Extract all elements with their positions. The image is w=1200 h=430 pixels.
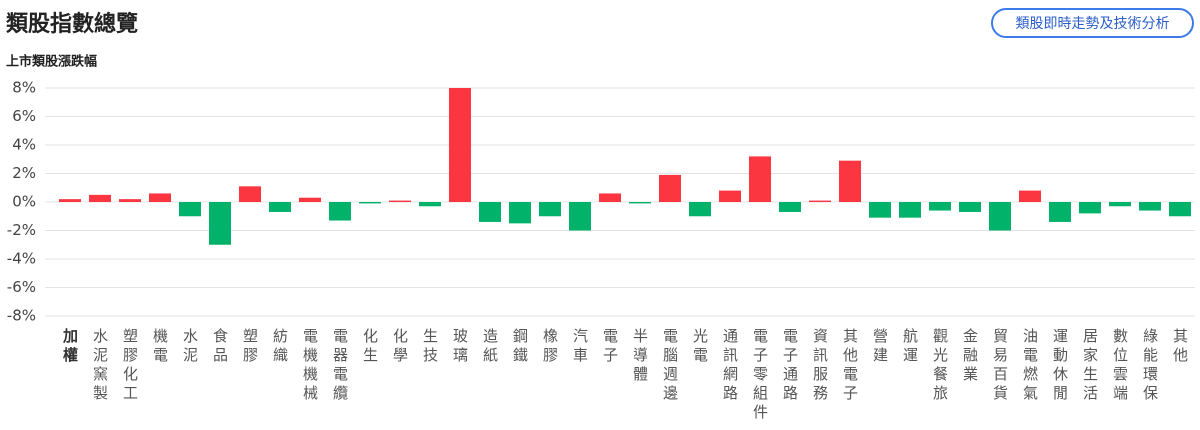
page-title: 類股指數總覽 bbox=[6, 11, 138, 37]
x-tick-label: 貿易百貨 bbox=[991, 328, 1009, 404]
x-tick-label: 通訊網路 bbox=[721, 328, 739, 404]
x-tick-label: 紡織 bbox=[271, 328, 289, 366]
x-tick-label: 電子 bbox=[601, 328, 619, 366]
x-tick-label: 電子通路 bbox=[781, 328, 799, 404]
y-tick-label: 6% bbox=[12, 107, 36, 125]
x-tick-label: 鋼鐵 bbox=[511, 328, 529, 366]
bar bbox=[959, 202, 981, 212]
bar bbox=[629, 202, 651, 204]
y-tick-label: -4% bbox=[7, 250, 36, 268]
bar bbox=[1109, 202, 1131, 207]
x-tick-label: 生技 bbox=[421, 328, 439, 366]
bar bbox=[659, 174, 681, 202]
bar bbox=[179, 202, 201, 217]
bar bbox=[809, 200, 831, 202]
bar bbox=[1169, 202, 1191, 217]
x-tick-label: 數位雲端 bbox=[1111, 328, 1129, 404]
bar bbox=[389, 200, 411, 202]
x-tick-label: 橡膠 bbox=[541, 328, 559, 366]
bar bbox=[929, 202, 951, 211]
bar bbox=[329, 202, 351, 221]
x-tick-label: 航運 bbox=[901, 328, 919, 366]
bar bbox=[419, 202, 441, 207]
bar bbox=[299, 197, 321, 202]
x-tick-label: 其他電子 bbox=[841, 328, 859, 404]
bar bbox=[149, 193, 171, 202]
bar bbox=[839, 160, 861, 202]
bar bbox=[509, 202, 531, 224]
x-tick-label: 油電燃氣 bbox=[1021, 328, 1039, 404]
x-tick-label: 光電 bbox=[691, 328, 709, 366]
x-tick-label: 居家生活 bbox=[1081, 328, 1099, 404]
x-tick-label: 運動休閒 bbox=[1051, 328, 1069, 404]
x-tick-label: 營建 bbox=[871, 328, 889, 366]
chart-title: 上市類股漲跌幅 bbox=[6, 54, 97, 70]
y-tick-label: -6% bbox=[7, 278, 36, 296]
bar bbox=[1049, 202, 1071, 222]
bar bbox=[779, 202, 801, 212]
bar bbox=[119, 199, 141, 202]
y-tick-label: 0% bbox=[12, 193, 36, 211]
bar bbox=[869, 202, 891, 218]
x-tick-label: 電腦週邊 bbox=[661, 328, 679, 404]
x-tick-label: 電機機械 bbox=[301, 328, 319, 404]
bar bbox=[1019, 190, 1041, 202]
x-tick-label: 電器電纜 bbox=[331, 328, 349, 404]
y-tick-label: 8% bbox=[12, 79, 36, 97]
x-tick-label: 塑膠 bbox=[241, 328, 259, 366]
bar bbox=[899, 202, 921, 218]
y-tick-label: -8% bbox=[7, 307, 36, 325]
bar bbox=[539, 202, 561, 217]
x-tick-label: 綠能環保 bbox=[1141, 328, 1159, 404]
x-tick-label: 半導體 bbox=[631, 328, 649, 385]
bar bbox=[749, 156, 771, 202]
bar bbox=[599, 193, 621, 202]
x-tick-label: 汽車 bbox=[571, 328, 589, 366]
bar bbox=[1079, 202, 1101, 214]
bar bbox=[569, 202, 591, 231]
bar bbox=[89, 194, 111, 202]
bar bbox=[449, 88, 471, 202]
analysis-button[interactable]: 類股即時走勢及技術分析 bbox=[991, 8, 1194, 38]
bar bbox=[989, 202, 1011, 231]
bar bbox=[239, 186, 261, 202]
bar bbox=[719, 190, 741, 202]
x-tick-label: 食品 bbox=[211, 328, 229, 366]
y-tick-label: -2% bbox=[7, 221, 36, 239]
x-tick-label: 其他 bbox=[1171, 328, 1189, 366]
x-tick-label: 電子零組件 bbox=[751, 328, 769, 423]
x-tick-label: 加權 bbox=[61, 328, 79, 366]
bar bbox=[689, 202, 711, 217]
x-tick-label: 金融業 bbox=[961, 328, 979, 385]
bar bbox=[209, 202, 231, 245]
y-tick-label: 2% bbox=[12, 164, 36, 182]
x-tick-label: 塑膠化工 bbox=[121, 328, 139, 404]
x-tick-label: 機電 bbox=[151, 328, 169, 366]
bar bbox=[269, 202, 291, 212]
bar bbox=[1139, 202, 1161, 211]
x-tick-label: 水泥 bbox=[181, 328, 199, 366]
x-tick-label: 化生 bbox=[361, 328, 379, 366]
x-tick-label: 造紙 bbox=[481, 328, 499, 366]
x-tick-label: 觀光餐旅 bbox=[931, 328, 949, 404]
bar bbox=[59, 199, 81, 202]
x-tick-label: 資訊服務 bbox=[811, 328, 829, 404]
x-tick-label: 玻璃 bbox=[451, 328, 469, 366]
y-tick-label: 4% bbox=[12, 136, 36, 154]
x-tick-label: 水泥窯製 bbox=[91, 328, 109, 404]
bar bbox=[359, 202, 381, 204]
x-tick-label: 化學 bbox=[391, 328, 409, 366]
bar bbox=[479, 202, 501, 222]
